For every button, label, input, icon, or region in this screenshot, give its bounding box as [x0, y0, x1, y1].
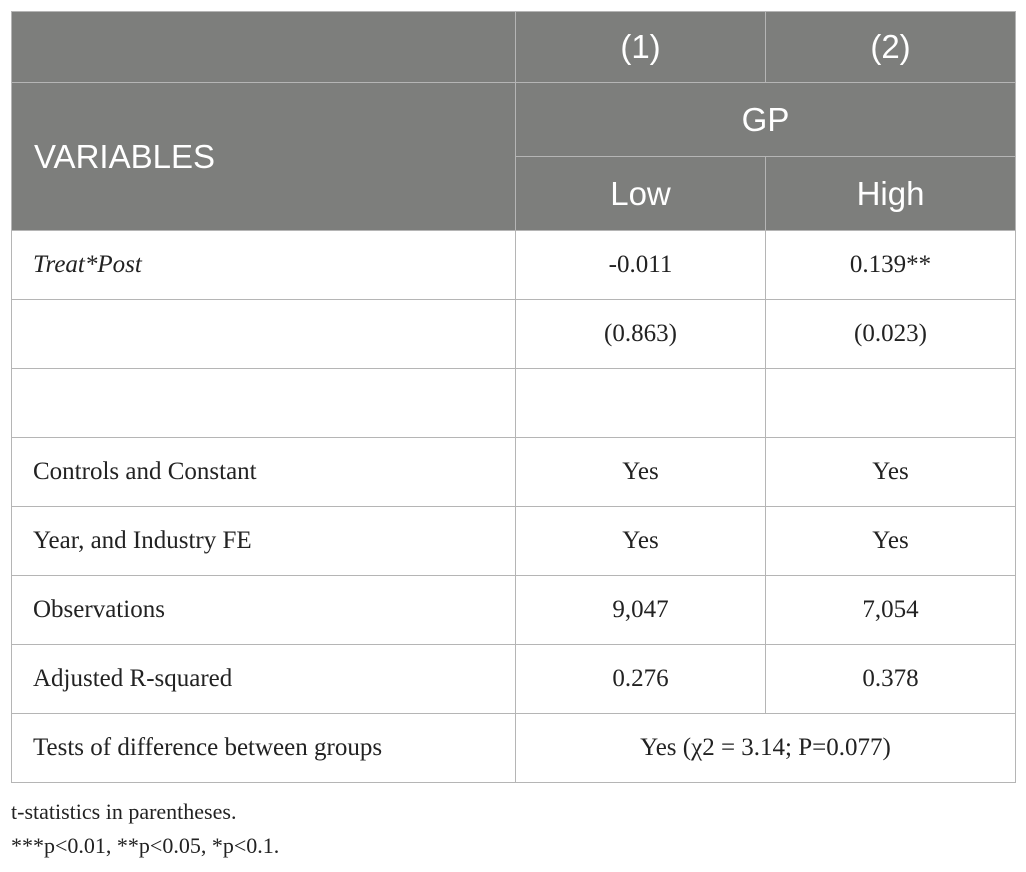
row-value-col2: 0.139** [765, 230, 1016, 300]
difference-test-value: Yes (χ2 = 3.14; P=0.077) [515, 713, 1016, 783]
row-value-col2: Yes [765, 437, 1016, 507]
row-value-col1: Yes [515, 437, 766, 507]
table-row [11, 368, 1016, 438]
row-value-col1 [515, 368, 766, 438]
header-col1-number: (1) [515, 11, 766, 83]
row-label: Adjusted R-squared [11, 644, 516, 714]
row-value-col2: 0.378 [765, 644, 1016, 714]
row-value-col1: (0.863) [515, 299, 766, 369]
header-col2-number: (2) [765, 11, 1016, 83]
header-group-label: GP [515, 82, 1016, 157]
row-value-col1: Yes [515, 506, 766, 576]
header-row-group: VARIABLES GP [11, 82, 1016, 231]
header-col1-group: Low [515, 156, 766, 231]
row-value-col2: 7,054 [765, 575, 1016, 645]
table-notes: t-statistics in parentheses. ***p<0.01, … [11, 795, 279, 863]
row-value-col1: 0.276 [515, 644, 766, 714]
row-label [11, 299, 516, 369]
table-row: Controls and Constant Yes Yes [11, 437, 1016, 507]
table-row: Adjusted R-squared 0.276 0.378 [11, 644, 1016, 714]
header-variables-label: VARIABLES [11, 82, 516, 231]
difference-test-label: Tests of difference between groups [11, 713, 516, 783]
header-empty-corner [11, 11, 516, 83]
row-value-col1: -0.011 [515, 230, 766, 300]
regression-results-table: (1) (2) VARIABLES GP Low High Treat*Post… [11, 11, 1016, 783]
row-value-col2: Yes [765, 506, 1016, 576]
note-t-statistics: t-statistics in parentheses. [11, 799, 237, 824]
row-value-col2 [765, 368, 1016, 438]
header-row-column-numbers: (1) (2) [11, 11, 1016, 83]
row-label: Observations [11, 575, 516, 645]
header-row-subgroups: Low High [12, 156, 1016, 231]
table-row: Observations 9,047 7,054 [11, 575, 1016, 645]
row-label: Year, and Industry FE [11, 506, 516, 576]
row-label: Controls and Constant [11, 437, 516, 507]
difference-test-row: Tests of difference between groups Yes (… [11, 713, 1016, 783]
row-value-col1: 9,047 [515, 575, 766, 645]
table-row: Year, and Industry FE Yes Yes [11, 506, 1016, 576]
row-label: Treat*Post [11, 230, 516, 300]
note-significance-levels: ***p<0.01, **p<0.05, *p<0.1. [11, 833, 280, 858]
table-row: (0.863) (0.023) [11, 299, 1016, 369]
header-col2-group: High [765, 156, 1016, 231]
row-value-col2: (0.023) [765, 299, 1016, 369]
row-label [11, 368, 516, 438]
table-row: Treat*Post -0.011 0.139** [11, 230, 1016, 300]
